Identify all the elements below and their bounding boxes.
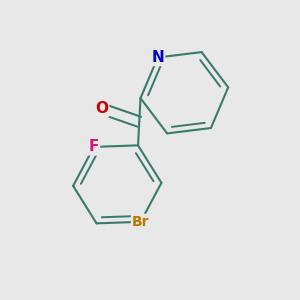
Text: F: F (89, 140, 99, 154)
Text: Br: Br (132, 215, 149, 229)
Text: O: O (95, 101, 108, 116)
Text: N: N (152, 50, 164, 65)
